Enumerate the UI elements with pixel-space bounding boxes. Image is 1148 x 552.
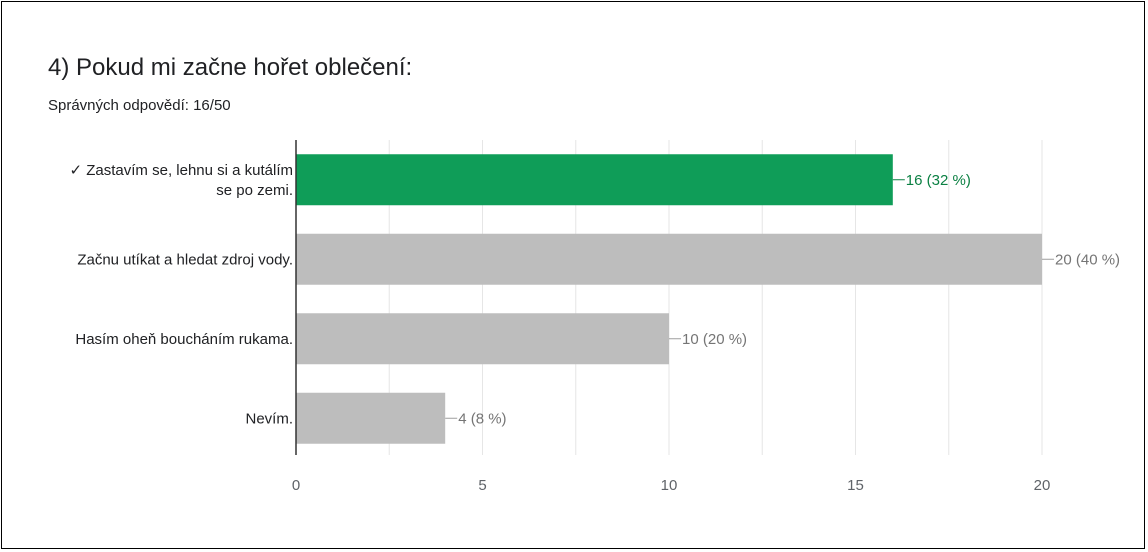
- bar-0: [296, 154, 893, 206]
- correct-answers-summary: Správných odpovědí: 16/50: [48, 97, 231, 114]
- question-title: 4) Pokud mi začne hořet oblečení:: [48, 54, 413, 81]
- data-label-1: 20 (40 %): [1055, 251, 1120, 268]
- x-tick-label: 20: [1034, 477, 1051, 494]
- category-label-0: ✓ Zastavím se, lehnu si a kutálím: [70, 162, 293, 179]
- x-tick-label: 0: [292, 477, 300, 494]
- data-label-0: 16 (32 %): [906, 172, 971, 189]
- bar-3: [296, 392, 446, 444]
- bar-1: [296, 233, 1042, 285]
- x-tick-label: 5: [478, 477, 486, 494]
- data-label-2: 10 (20 %): [682, 331, 747, 348]
- category-label-2: Hasím oheň boucháním rukama.: [75, 331, 293, 348]
- x-tick-label: 15: [847, 477, 864, 494]
- data-label-3: 4 (8 %): [458, 410, 506, 427]
- category-label-1: Začnu utíkat a hledat zdroj vody.: [77, 251, 293, 268]
- category-label-3: Nevím.: [245, 410, 293, 427]
- x-tick-label: 10: [661, 477, 678, 494]
- bar-2: [296, 313, 669, 365]
- category-label-0: se po zemi.: [216, 182, 293, 199]
